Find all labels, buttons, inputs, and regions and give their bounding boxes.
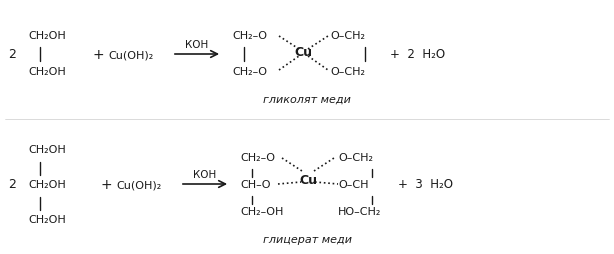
Text: КОН: КОН <box>193 169 217 179</box>
Text: +  2  H₂O: + 2 H₂O <box>390 48 445 61</box>
Text: гликолят меди: гликолят меди <box>263 95 351 105</box>
Text: +: + <box>92 48 104 62</box>
Text: глицерат меди: глицерат меди <box>263 234 351 244</box>
Text: Cu: Cu <box>299 174 317 187</box>
Text: O–CH₂: O–CH₂ <box>330 67 365 77</box>
Text: Cu: Cu <box>294 46 312 59</box>
Text: 2: 2 <box>8 178 16 191</box>
Text: O–CH: O–CH <box>338 179 368 189</box>
Text: CH–O: CH–O <box>240 179 271 189</box>
Text: O–CH₂: O–CH₂ <box>330 31 365 41</box>
Text: КОН: КОН <box>185 40 209 50</box>
Text: CH₂OH: CH₂OH <box>28 31 66 41</box>
Text: O–CH₂: O–CH₂ <box>338 152 373 162</box>
Text: CH₂–O: CH₂–O <box>232 31 267 41</box>
Text: CH₂–O: CH₂–O <box>232 67 267 77</box>
Text: CH₂OH: CH₂OH <box>28 145 66 154</box>
Text: CH₂OH: CH₂OH <box>28 214 66 224</box>
Text: Cu(OH)₂: Cu(OH)₂ <box>108 50 154 60</box>
Text: +  3  H₂O: + 3 H₂O <box>398 178 453 191</box>
Text: CH₂OH: CH₂OH <box>28 67 66 77</box>
Text: Cu(OH)₂: Cu(OH)₂ <box>116 179 161 189</box>
Text: CH₂–O: CH₂–O <box>240 152 275 162</box>
Text: CH₂OH: CH₂OH <box>28 179 66 189</box>
Text: +: + <box>100 177 112 191</box>
Text: HO–CH₂: HO–CH₂ <box>338 206 381 216</box>
Text: CH₂–OH: CH₂–OH <box>240 206 284 216</box>
Text: 2: 2 <box>8 48 16 61</box>
